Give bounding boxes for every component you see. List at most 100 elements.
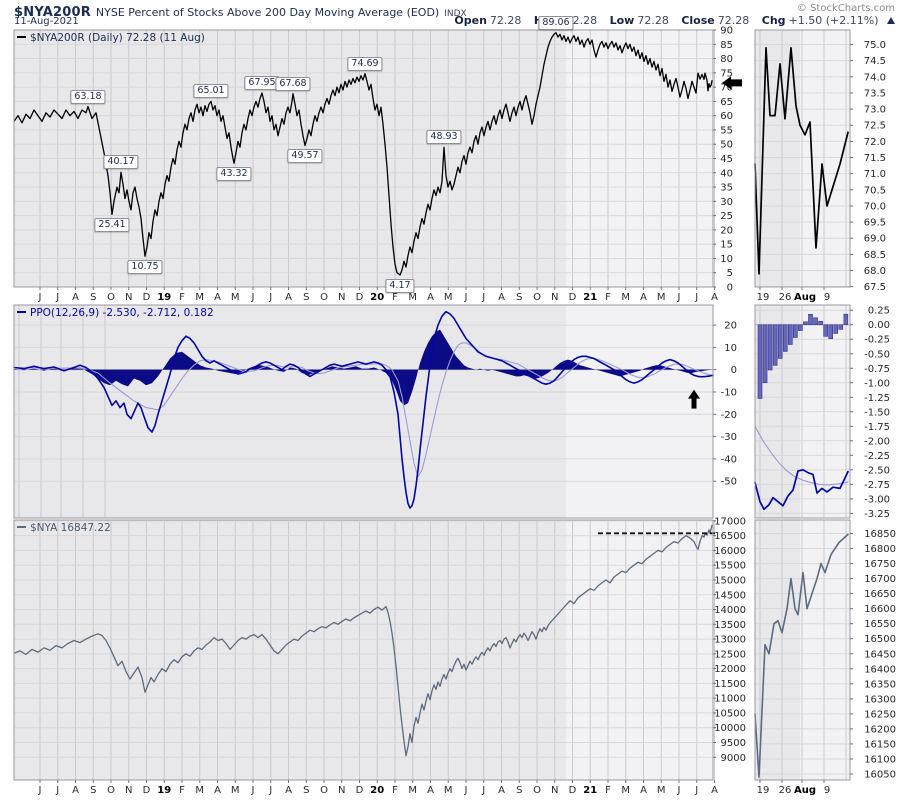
ppo-y-tick-label: -30 [721,432,737,443]
nya-y-tick-label: 10500 [714,708,746,719]
month-tick-label: 20 [370,292,384,303]
ppo-vertical-grid [18,305,106,518]
mprice-y-tick-label: 75.0 [864,40,886,51]
month-tick-label: J [55,785,59,796]
price-annotation: 48.93 [426,130,462,145]
mprice-y-tick-label: 70.0 [864,201,886,212]
nya-y-tick-label: 17000 [714,516,746,527]
month-tick-label: J [677,785,681,796]
mppo-y-axis-labels: 0.25 0.00 -0.25 -0.50 -0.75 -1.00 -1.25 -1.50 -1… [850,306,890,520]
nya-y-tick-label: 11000 [714,694,746,705]
month-tick-label: F [605,292,611,303]
price-annotation: 43.32 [216,167,252,182]
month-tick-label: D [356,785,364,796]
mppo-y-tick-label: -2.25 [864,451,890,462]
main-y-tick-label: 60 [720,111,733,122]
week-tick-label: Aug [794,292,816,303]
month-tick-label: A [72,292,79,303]
month-tick-label: M [657,292,666,303]
mppo-y-tick-label: -0.75 [864,364,890,375]
month-tick-label: N [338,785,345,796]
month-tick-label: 21 [583,785,597,796]
histogram-bar [767,324,773,371]
price-annotation: 63.18 [70,89,106,104]
main-y-tick-label: 5 [727,268,733,279]
week-tick-label: 9 [824,785,830,796]
week-tick-label: 19 [757,785,770,796]
month-tick-label: M [231,292,240,303]
month-tick-label: 21 [583,292,597,303]
mprice-y-tick-label: 67.5 [864,282,886,293]
main-y-tick-label: 55 [720,125,733,136]
nya-y-tick-label: 14500 [714,590,746,601]
main-$NYA200R-line [13,32,713,276]
month-tick-label: O [320,785,328,796]
mppo-y-tick-label: -3.00 [864,494,890,505]
month-tick-label: J [481,292,485,303]
month-tick-label: A [498,292,505,303]
mnya-y-tick-label: 16200 [864,724,896,735]
mppo-y-tick-label: -1.75 [864,422,890,433]
nya-legend-text: $NYA 16847.22 [30,522,111,534]
current-level-arrow-icon [722,76,742,90]
mnya-y-tick-label: 16800 [864,544,896,555]
main-chart-legend: $NYA200R (Daily) 72.28 (11 Aug) [17,32,205,44]
nya-y-tick-label: 14000 [714,605,746,616]
month-tick-label: F [605,785,611,796]
month-tick-label: O [533,785,541,796]
month-tick-label: J [694,785,698,796]
month-tick-label: J [464,785,468,796]
month-tick-label: F [179,292,185,303]
month-tick-label: J [38,785,42,796]
month-tick-label: J [251,785,255,796]
mnya-y-tick-label: 16550 [864,619,896,630]
nya-pane: 17000 16500 16000 15500 15000 14500 14000 13500… [13,516,746,796]
ppo-y-tick-label: -50 [721,477,737,488]
price-annotation: 40.17 [103,155,139,170]
copyright: © StockCharts.com [796,3,895,14]
mppo-y-tick-label: -0.50 [864,349,890,360]
change-up-icon [887,17,895,24]
ppo-y-tick-label: 20 [724,321,737,332]
mppo-y-tick-label: -2.00 [864,436,890,447]
nya-y-tick-label: 9000 [721,753,746,764]
histogram-bar [782,324,788,352]
close-value: 72.28 [717,14,750,27]
main-y-tick-label: 70 [720,83,733,94]
mnya-y-tick-label: 16500 [864,634,896,645]
nya-y-tick-label: 15000 [714,575,746,586]
mnya-y-axis-labels: 16850 16800 16750 16700 16650 16600 16550 16500… [850,529,896,780]
mnya-recent-band [800,520,850,780]
month-tick-label: N [551,785,558,796]
price-annotation: 10.75 [127,260,163,275]
month-tick-label: A [711,785,718,796]
month-tick-label: A [711,292,718,303]
chg-label: Chg [761,14,786,27]
histogram-bar [843,313,849,326]
month-tick-label: J [677,292,681,303]
histogram-bar [772,324,778,366]
mppo-y-tick-label: -1.00 [864,378,890,389]
main-y-tick-label: 40 [720,168,733,179]
main-x-axis-labels: J J A S O N D 19 F M A M J J A S O N D 20 F M A M J J A S O N D 21 F M A M J… [38,287,718,303]
nya-y-tick-label: 13000 [714,635,746,646]
mprice-y-tick-label: 68.0 [864,266,886,277]
ppo-y-tick-label: -40 [721,454,737,465]
month-tick-label: O [533,292,541,303]
month-tick-label: A [214,292,221,303]
mprice-y-axis-labels: 75.0 74.5 74.0 73.5 73.0 72.5 72.0 71.5 71.0 70.5… [850,40,886,293]
mprice-x-axis-labels: 19 26 Aug 9 [757,287,830,303]
histogram-bar [762,324,768,384]
nya-$NYA-line [13,524,713,757]
mprice-y-tick-label: 72.0 [864,137,886,148]
histogram-bar [823,324,828,337]
month-tick-label: F [392,785,398,796]
mnya-y-tick-label: 16400 [864,664,896,675]
week-tick-label: 26 [779,292,792,303]
histogram-bar [813,317,818,326]
month-tick-label: A [498,785,505,796]
price-annotation: 4.17 [385,279,415,294]
month-tick-label: M [621,785,630,796]
mppo-y-tick-label: -0.25 [864,335,890,346]
